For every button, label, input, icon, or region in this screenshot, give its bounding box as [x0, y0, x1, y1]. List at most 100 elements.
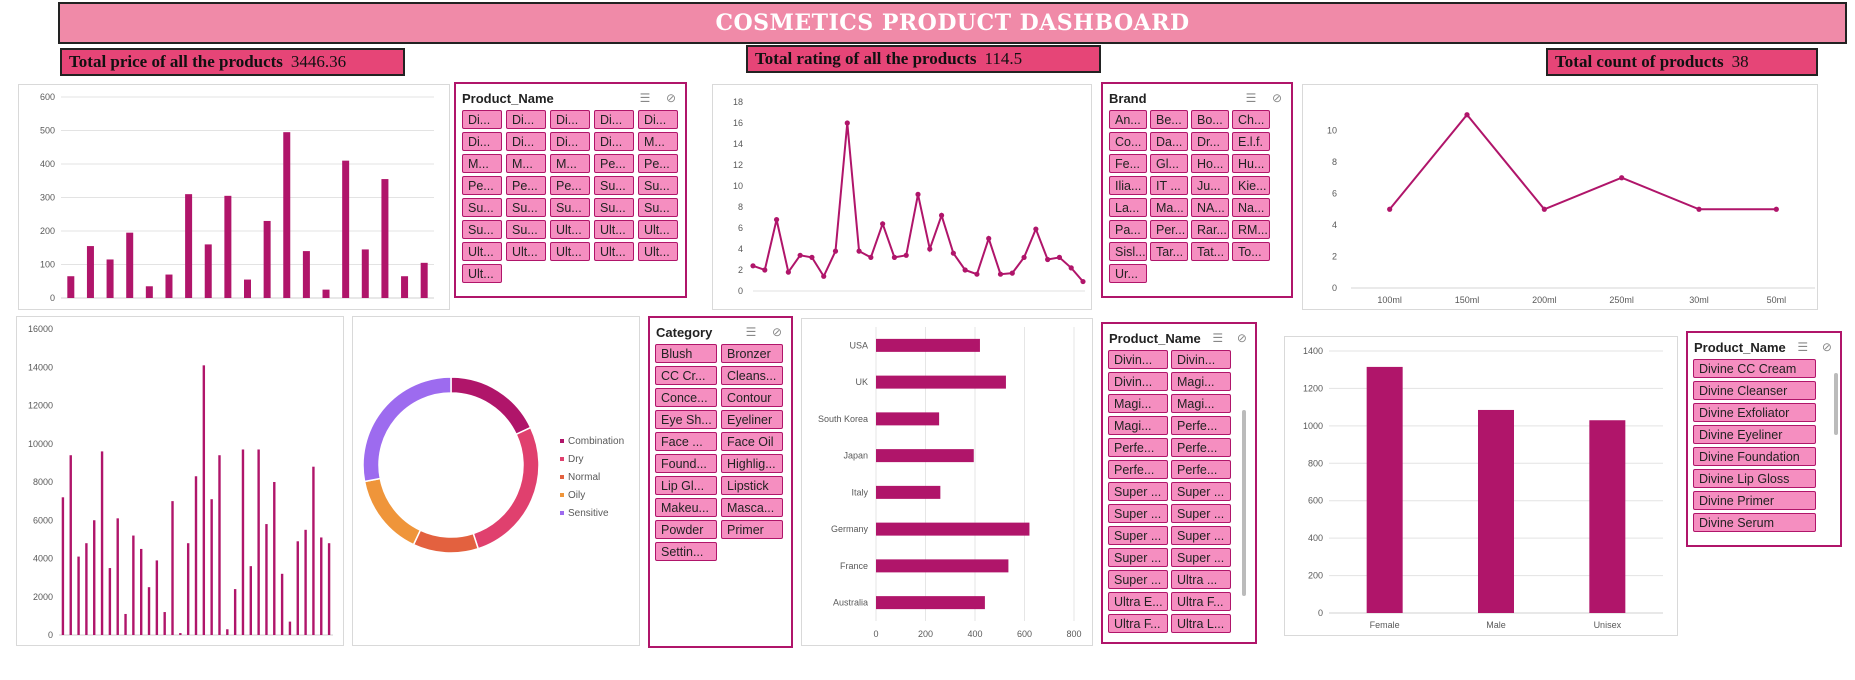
slicer-item[interactable]: Perfe... — [1171, 460, 1231, 479]
slicer-product-name-2[interactable]: Product_Name ☰ ⊘ Divin... Divin... Divin..… — [1101, 322, 1257, 644]
slicer-item[interactable]: Settin... — [655, 542, 717, 561]
slicer-item[interactable]: Tat... — [1191, 242, 1229, 261]
slicer-item[interactable]: Ur... — [1109, 264, 1147, 283]
slicer-item[interactable]: Da... — [1150, 132, 1188, 151]
slicer-item[interactable]: Magi... — [1171, 372, 1231, 391]
slicer-item[interactable]: Dr... — [1191, 132, 1229, 151]
slicer-item[interactable]: Perfe... — [1171, 416, 1231, 435]
slicer-item[interactable]: Divin... — [1171, 350, 1231, 369]
clear-filter-icon[interactable]: ⊘ — [1821, 340, 1832, 354]
slicer-item[interactable]: Ultra E... — [1108, 592, 1168, 611]
slicer-item[interactable]: Super ... — [1171, 504, 1231, 523]
slicer-item[interactable]: Magi... — [1108, 416, 1168, 435]
slicer-item[interactable]: An... — [1109, 110, 1147, 129]
clear-filter-icon[interactable]: ⊘ — [1271, 91, 1283, 105]
slicer-item[interactable]: Magi... — [1108, 394, 1168, 413]
multi-select-icon[interactable]: ☰ — [745, 325, 757, 339]
slicer-item[interactable]: Sisl... — [1109, 242, 1147, 261]
slicer-item[interactable]: Di... — [594, 132, 634, 151]
slicer-item[interactable]: Rar... — [1191, 220, 1229, 239]
slicer-item[interactable]: Highlig... — [721, 454, 783, 473]
slicer-item[interactable]: NA... — [1191, 198, 1229, 217]
slicer-item[interactable]: Di... — [506, 110, 546, 129]
slicer-item[interactable]: Makeu... — [655, 498, 717, 517]
slicer-item[interactable]: CC Cr... — [655, 366, 717, 385]
slicer-item[interactable]: Divine Lip Gloss — [1693, 469, 1816, 488]
slicer-item[interactable]: Su... — [506, 198, 546, 217]
slicer-item[interactable]: Ult... — [594, 220, 634, 239]
slicer-item[interactable]: Ultra L... — [1171, 614, 1231, 633]
clear-filter-icon[interactable]: ⊘ — [771, 325, 783, 339]
slicer-item[interactable]: Di... — [550, 110, 590, 129]
slicer-item[interactable]: Lip Gl... — [655, 476, 717, 495]
slicer-item[interactable]: Cleans... — [721, 366, 783, 385]
slicer-item[interactable]: Ult... — [638, 220, 678, 239]
slicer-item[interactable]: Perfe... — [1108, 460, 1168, 479]
slicer-item[interactable]: Pe... — [638, 154, 678, 173]
slicer-product-name-3[interactable]: Product_Name ☰ ⊘ Divine CC Cream Divine C… — [1686, 331, 1842, 547]
slicer-item[interactable]: Super ... — [1108, 570, 1168, 589]
slicer-item[interactable]: Pa... — [1109, 220, 1147, 239]
slicer-item[interactable]: Ult... — [594, 242, 634, 261]
slicer-item[interactable]: Ilia... — [1109, 176, 1147, 195]
slicer-item[interactable]: Per... — [1150, 220, 1188, 239]
slicer-item[interactable]: Pe... — [462, 176, 502, 195]
slicer-item[interactable]: Magi... — [1171, 394, 1231, 413]
slicer-item[interactable]: Perfe... — [1108, 438, 1168, 457]
multi-select-icon[interactable]: ☰ — [1245, 91, 1257, 105]
slicer-item[interactable]: Ma... — [1150, 198, 1188, 217]
slicer-item[interactable]: Di... — [462, 132, 502, 151]
slicer-item[interactable]: Super ... — [1171, 548, 1231, 567]
slicer-item[interactable]: Di... — [462, 110, 502, 129]
slicer-item[interactable]: Divin... — [1108, 372, 1168, 391]
slicer-item[interactable]: Di... — [550, 132, 590, 151]
slicer-item[interactable]: Bronzer — [721, 344, 783, 363]
slicer-item[interactable]: Divin... — [1108, 350, 1168, 369]
slicer-item[interactable]: Co... — [1109, 132, 1147, 151]
slicer-item[interactable]: Powder — [655, 520, 717, 539]
slicer-item[interactable]: Divine Serum — [1693, 513, 1816, 532]
slicer-item[interactable]: Face Oil — [721, 432, 783, 451]
slicer-item[interactable]: Na... — [1232, 198, 1270, 217]
slicer-item[interactable]: Ult... — [506, 242, 546, 261]
slicer-item[interactable]: Ch... — [1232, 110, 1270, 129]
slicer-item[interactable]: Divine Exfoliator — [1693, 403, 1816, 422]
slicer-item[interactable]: La... — [1109, 198, 1147, 217]
slicer-item[interactable]: Divine Cleanser — [1693, 381, 1816, 400]
slicer-item[interactable]: Found... — [655, 454, 717, 473]
slicer-item[interactable]: Hu... — [1232, 154, 1270, 173]
slicer-item[interactable]: Divine Foundation — [1693, 447, 1816, 466]
slicer-item[interactable]: Primer — [721, 520, 783, 539]
slicer-item[interactable]: Su... — [506, 220, 546, 239]
slicer-item[interactable]: Bo... — [1191, 110, 1229, 129]
slicer-item[interactable]: Super ... — [1171, 526, 1231, 545]
slicer-category[interactable]: Category ☰ ⊘ Blush Bronzer CC Cr... Cleans.… — [648, 316, 793, 648]
slicer-item[interactable]: Su... — [638, 198, 678, 217]
slicer-scrollbar[interactable] — [1834, 373, 1838, 435]
slicer-item[interactable]: Ultra F... — [1108, 614, 1168, 633]
slicer-item[interactable]: Tar... — [1150, 242, 1188, 261]
slicer-item[interactable]: Face ... — [655, 432, 717, 451]
slicer-item[interactable]: Eye Sh... — [655, 410, 717, 429]
slicer-item[interactable]: Di... — [594, 110, 634, 129]
slicer-item[interactable]: Fe... — [1109, 154, 1147, 173]
slicer-item[interactable]: Super ... — [1108, 504, 1168, 523]
slicer-item[interactable]: Super ... — [1108, 482, 1168, 501]
slicer-item[interactable]: Ju... — [1191, 176, 1229, 195]
slicer-item[interactable]: Ult... — [462, 264, 502, 283]
slicer-item[interactable]: Contour — [721, 388, 783, 407]
slicer-item[interactable]: Masca... — [721, 498, 783, 517]
slicer-item[interactable]: Divine Eyeliner — [1693, 425, 1816, 444]
slicer-item[interactable]: Di... — [506, 132, 546, 151]
slicer-item[interactable]: E.l.f. — [1232, 132, 1270, 151]
slicer-item[interactable]: M... — [462, 154, 502, 173]
slicer-item[interactable]: M... — [506, 154, 546, 173]
slicer-item[interactable]: Pe... — [550, 176, 590, 195]
slicer-item[interactable]: Ult... — [550, 242, 590, 261]
clear-filter-icon[interactable]: ⊘ — [665, 91, 677, 105]
slicer-item[interactable]: Lipstick — [721, 476, 783, 495]
slicer-item[interactable]: Divine Primer — [1693, 491, 1816, 510]
slicer-item[interactable]: Super ... — [1171, 482, 1231, 501]
slicer-item[interactable]: Super ... — [1108, 548, 1168, 567]
slicer-item[interactable]: Gl... — [1150, 154, 1188, 173]
